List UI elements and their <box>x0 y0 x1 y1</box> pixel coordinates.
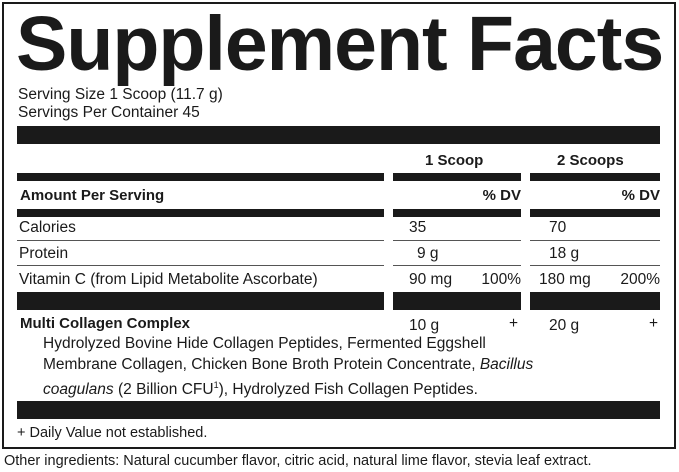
dv-2: 200% <box>620 271 660 288</box>
panel-title: Supplement Facts <box>16 1 664 87</box>
divider <box>393 209 521 217</box>
text: ), Hydrolyzed Fish Collagen Peptides. <box>218 381 478 399</box>
serving-size: Serving Size 1 Scoop (11.7 g) <box>18 86 223 103</box>
divider <box>17 209 384 217</box>
footnote-marker: 1 <box>213 380 219 390</box>
divider <box>530 173 660 181</box>
divider <box>530 209 660 217</box>
text: Membrane Collagen, Chicken Bone Broth Pr… <box>43 356 480 373</box>
dv-1: 100% <box>481 271 521 288</box>
servings-per-container: Servings Per Container 45 <box>18 104 200 121</box>
row-divider <box>530 240 660 241</box>
ingredient-line: Membrane Collagen, Chicken Bone Broth Pr… <box>43 354 533 375</box>
row-divider <box>393 265 521 266</box>
divider-thick <box>17 126 660 144</box>
divider-thick <box>17 401 660 419</box>
divider <box>17 173 384 181</box>
ingredient-line: coagulans (2 Billion CFU1), Hydrolyzed F… <box>43 375 533 400</box>
other-ingredients: Other ingredients: Natural cucumber flav… <box>4 453 592 469</box>
text: (2 Billion CFU <box>113 381 214 399</box>
species-name: Bacillus <box>479 356 534 373</box>
blend-dv-2: + <box>649 315 659 332</box>
column-header-2: 2 Scoops <box>557 152 624 169</box>
amount-1: 35 <box>409 219 427 236</box>
amount-2: 70 <box>549 219 567 236</box>
divider-thick <box>530 292 660 310</box>
amount-1: 9 g <box>417 245 439 262</box>
blend-amount-1: 10 g <box>409 317 440 334</box>
blend-ingredients: Hydrolyzed Bovine Hide Collagen Peptides… <box>43 333 533 400</box>
dv-header-1: % DV <box>482 187 521 204</box>
amount-1: 90 mg <box>409 271 453 288</box>
row-divider <box>530 265 660 266</box>
column-header-1: 1 Scoop <box>425 152 484 169</box>
footnote: + Daily Value not established. <box>17 425 208 441</box>
amount-2: 18 g <box>549 245 580 262</box>
divider-thick <box>393 292 521 310</box>
row-divider <box>17 265 384 266</box>
blend-name: Multi Collagen Complex <box>20 315 191 332</box>
blend-amount-2: 20 g <box>549 317 580 334</box>
dv-header-2: % DV <box>621 187 660 204</box>
nutrient-name: Calories <box>19 219 76 236</box>
species-name: coagulans <box>43 381 114 399</box>
row-divider <box>393 240 521 241</box>
nutrient-name: Vitamin C (from Lipid Metabolite Ascorba… <box>19 271 318 288</box>
supplement-facts-panel <box>2 2 676 449</box>
ingredient-line: Hydrolyzed Bovine Hide Collagen Peptides… <box>43 335 486 352</box>
amount-2: 180 mg <box>539 271 591 288</box>
amount-per-serving: Amount Per Serving <box>20 187 165 204</box>
nutrient-name: Protein <box>19 245 69 262</box>
divider-thick <box>17 292 384 310</box>
row-divider <box>17 240 384 241</box>
divider <box>393 173 521 181</box>
blend-dv-1: + <box>509 315 519 332</box>
